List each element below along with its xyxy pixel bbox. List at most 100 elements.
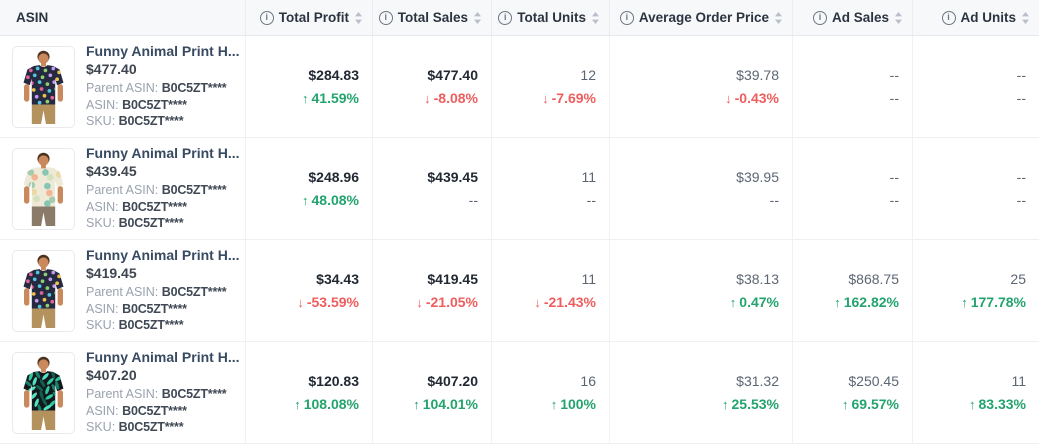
product-price: $477.40	[86, 61, 137, 78]
parent-asin-line: Parent ASIN: B0C5ZT****	[86, 285, 227, 300]
metric-value: $38.13	[736, 271, 779, 287]
ad-sales-cell: -- --	[793, 138, 913, 239]
product-image[interactable]	[12, 45, 75, 128]
trend-arrow-icon: ↑	[413, 396, 420, 412]
sku-line: SKU: B0C5ZT****	[86, 216, 184, 231]
table-header: ASIN i Total Profit i Total Sales i Tota…	[0, 0, 1039, 36]
metric-change: ↑ 25.53%	[722, 396, 779, 412]
sort-icon[interactable]	[591, 11, 600, 25]
column-label: Ad Sales	[831, 10, 889, 25]
asin-line: ASIN: B0C5ZT****	[86, 199, 187, 214]
product-price: $419.45	[86, 265, 137, 282]
metric-value: --	[1016, 67, 1026, 83]
info-icon[interactable]: i	[619, 10, 634, 25]
metric-value: $39.95	[736, 169, 779, 185]
column-label: Ad Units	[960, 10, 1017, 25]
sku-line: SKU: B0C5ZT****	[86, 420, 184, 435]
metric-value: $284.83	[308, 67, 359, 83]
trend-arrow-icon: ↑	[729, 294, 737, 310]
product-title[interactable]: Funny Animal Print H...	[86, 43, 240, 60]
column-label: Average Order Price	[638, 10, 769, 25]
product-info: Funny Animal Print H... $477.40 Parent A…	[86, 43, 240, 130]
asin-line: ASIN: B0C5ZT****	[86, 301, 187, 316]
column-label: ASIN	[16, 10, 49, 25]
trend-arrow-icon: ↓	[534, 294, 541, 310]
info-icon[interactable]: i	[259, 10, 274, 25]
metric-change: --	[889, 192, 899, 208]
product-image[interactable]	[12, 147, 75, 230]
column-header-total-profit[interactable]: i Total Profit	[246, 0, 373, 35]
trend-arrow-icon: ↑	[834, 294, 841, 310]
column-label: Total Sales	[397, 10, 468, 25]
metric-change: ↑ 100%	[550, 396, 596, 412]
metric-value: 11	[581, 169, 596, 185]
trend-arrow-icon: ↑	[302, 90, 309, 106]
metric-value: $439.45	[427, 169, 478, 185]
total-units-cell: 12 ↓ -7.69%	[492, 36, 610, 137]
product-info: Funny Animal Print H... $419.45 Parent A…	[86, 247, 240, 334]
ad-units-cell: 11 ↑ 83.33%	[913, 342, 1039, 443]
total-sales-cell: $419.45 ↓ -21.05%	[373, 240, 492, 341]
product-title[interactable]: Funny Animal Print H...	[86, 145, 240, 162]
trend-arrow-icon: ↑	[550, 396, 558, 412]
average-order-price-cell: $39.95 --	[610, 138, 793, 239]
parent-asin-line: Parent ASIN: B0C5ZT****	[86, 183, 227, 198]
total-units-cell: 11 --	[492, 138, 610, 239]
total-profit-cell: $120.83 ↑ 108.08%	[246, 342, 373, 443]
trend-arrow-icon: ↑	[969, 396, 976, 412]
product-info: Funny Animal Print H... $407.20 Parent A…	[86, 349, 240, 436]
metric-value: --	[889, 169, 899, 185]
sort-icon[interactable]	[894, 11, 903, 25]
table-row: Funny Animal Print H... $439.45 Parent A…	[0, 138, 1039, 240]
column-header-average-order-price[interactable]: i Average Order Price	[610, 0, 793, 35]
table-row: Funny Animal Print H... $407.20 Parent A…	[0, 342, 1039, 444]
info-icon[interactable]: i	[941, 10, 956, 25]
product-title[interactable]: Funny Animal Print H...	[86, 247, 240, 264]
info-icon[interactable]: i	[498, 10, 513, 25]
product-image[interactable]	[12, 249, 75, 332]
trend-arrow-icon: ↑	[961, 294, 968, 310]
product-title[interactable]: Funny Animal Print H...	[86, 349, 240, 366]
column-label: Total Profit	[278, 10, 349, 25]
metric-change: ↑ 0.47%	[729, 294, 779, 310]
product-cell: Funny Animal Print H... $477.40 Parent A…	[0, 36, 246, 137]
metric-change: ↓ -21.05%	[416, 294, 478, 310]
product-image[interactable]	[12, 351, 75, 434]
ad-sales-cell: $250.45 ↑ 69.57%	[793, 342, 913, 443]
trend-arrow-icon: ↓	[416, 294, 423, 310]
info-icon[interactable]: i	[378, 10, 393, 25]
sort-icon[interactable]	[473, 11, 482, 25]
parent-asin-line: Parent ASIN: B0C5ZT****	[86, 387, 227, 402]
trend-arrow-icon: ↓	[424, 90, 431, 106]
total-profit-cell: $248.96 ↑ 48.08%	[246, 138, 373, 239]
metric-value: $34.43	[316, 271, 359, 287]
asin-line: ASIN: B0C5ZT****	[86, 403, 187, 418]
column-header-ad-units[interactable]: i Ad Units	[913, 0, 1039, 35]
sort-icon[interactable]	[774, 11, 783, 25]
column-header-total-units[interactable]: i Total Units	[492, 0, 610, 35]
parent-asin-line: Parent ASIN: B0C5ZT****	[86, 81, 227, 96]
metric-value: $419.45	[427, 271, 478, 287]
column-header-ad-sales[interactable]: i Ad Sales	[793, 0, 913, 35]
metric-change: ↑ 69.57%	[842, 396, 899, 412]
metric-change: ↑ 108.08%	[294, 396, 359, 412]
info-icon[interactable]: i	[812, 10, 827, 25]
sku-line: SKU: B0C5ZT****	[86, 318, 184, 333]
metric-change: ↑ 83.33%	[969, 396, 1026, 412]
total-sales-cell: $439.45 --	[373, 138, 492, 239]
column-header-total-sales[interactable]: i Total Sales	[373, 0, 492, 35]
metric-value: 11	[1011, 373, 1026, 389]
metric-change: --	[586, 192, 596, 208]
sort-icon[interactable]	[1021, 11, 1030, 25]
table-row: Funny Animal Print H... $477.40 Parent A…	[0, 36, 1039, 138]
ad-units-cell: -- --	[913, 138, 1039, 239]
sort-icon[interactable]	[354, 11, 363, 25]
metric-change: ↓ -0.43%	[725, 90, 779, 106]
metric-value: $868.75	[848, 271, 899, 287]
metric-value: 16	[580, 373, 596, 389]
table-row: Funny Animal Print H... $419.45 Parent A…	[0, 240, 1039, 342]
trend-arrow-icon: ↓	[542, 90, 549, 106]
product-cell: Funny Animal Print H... $407.20 Parent A…	[0, 342, 246, 443]
metric-value: $31.32	[736, 373, 779, 389]
product-price: $439.45	[86, 163, 137, 180]
